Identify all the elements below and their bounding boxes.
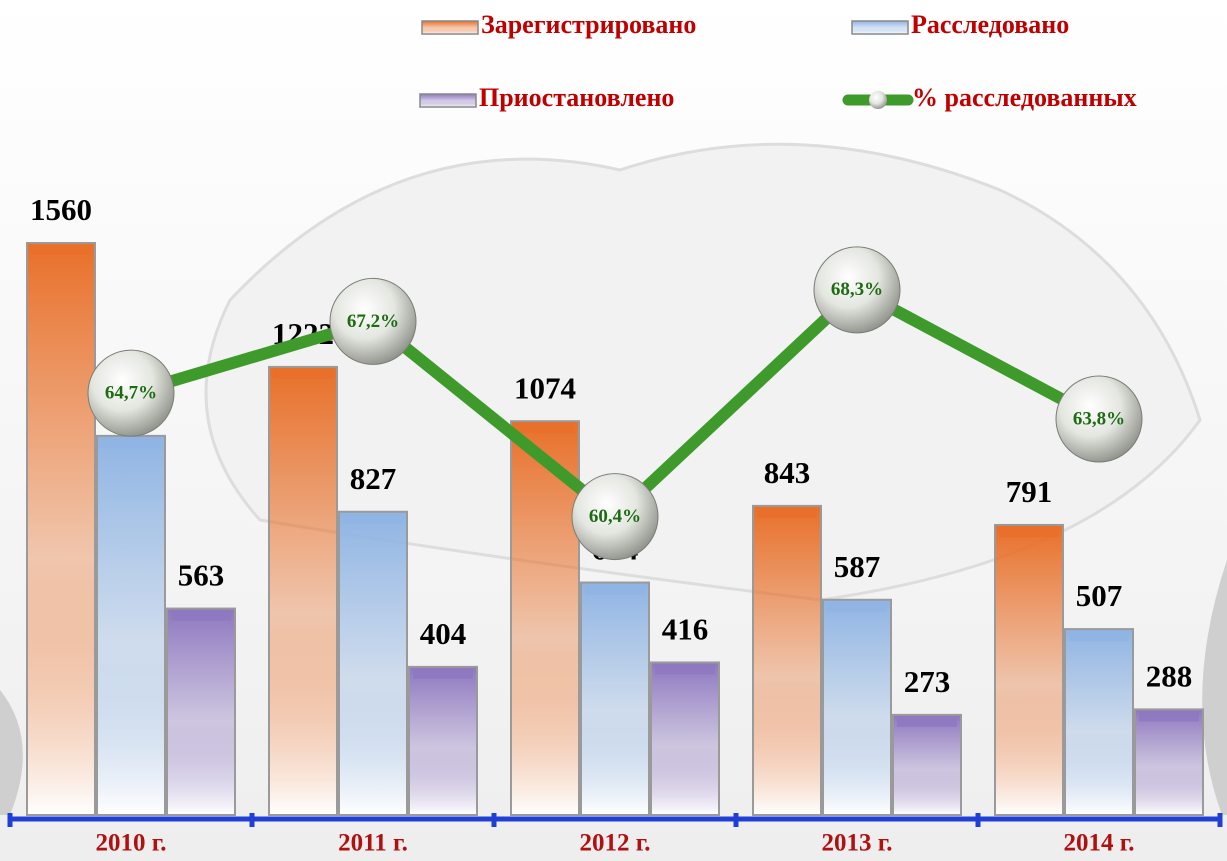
bar-value-label: 563	[178, 558, 225, 593]
legend-label: Приостановлено	[479, 83, 674, 112]
bar-value-label: 1560	[30, 192, 92, 227]
bar-value-label: 288	[1146, 659, 1193, 694]
line-value-label: 64,7%	[105, 383, 157, 404]
bar-value-label: 404	[420, 616, 467, 651]
bar	[408, 665, 478, 816]
bar	[26, 242, 96, 816]
bar	[166, 607, 236, 816]
legend-swatch	[421, 20, 479, 35]
legend-swatch-marker	[869, 91, 887, 109]
x-tick-label: 2011 г.	[338, 830, 408, 857]
x-tick-label: 2014 г.	[1063, 830, 1134, 857]
bar-bevel	[343, 513, 403, 524]
bar-bevel	[757, 507, 817, 518]
legend-label: % расследованных	[912, 83, 1137, 112]
line-value-label: 60,4%	[589, 506, 641, 527]
bar-bevel	[655, 664, 715, 675]
bar	[338, 510, 408, 816]
bar-bevel	[171, 610, 231, 621]
bar-bevel	[515, 423, 575, 434]
bar-value-label: 791	[1006, 474, 1053, 509]
bar	[1064, 628, 1134, 816]
bar-value-label: 843	[764, 455, 811, 490]
bar	[822, 598, 892, 816]
bar-bevel	[827, 601, 887, 612]
bar-bevel	[273, 368, 333, 379]
bar-bevel	[31, 245, 91, 255]
line-marker	[1055, 375, 1143, 463]
bar-bevel	[999, 526, 1059, 537]
line-value-label: 68,3%	[831, 279, 883, 300]
decor-swoosh	[0, 690, 23, 815]
bar	[994, 523, 1064, 816]
bar-bevel	[101, 437, 161, 448]
bar-value-label: 827	[350, 461, 397, 496]
legend-label: Расследовано	[911, 10, 1069, 39]
bar-value-label: 507	[1076, 578, 1123, 613]
legend-swatch	[851, 20, 909, 35]
legend-label: Зарегистрировано	[481, 10, 696, 39]
line-value-label: 63,8%	[1073, 408, 1125, 429]
bar	[1134, 708, 1204, 817]
line-marker	[329, 277, 417, 365]
x-tick-label: 2010 г.	[95, 830, 166, 857]
bar-value-label: 1074	[514, 370, 576, 405]
bar	[96, 434, 166, 816]
bar-bevel	[1139, 711, 1199, 722]
bar-bevel	[413, 668, 473, 679]
bar	[580, 581, 650, 816]
bar-bevel	[897, 716, 957, 727]
bar	[752, 504, 822, 816]
bar-bevel	[1069, 631, 1129, 642]
bar	[650, 661, 720, 817]
bar-value-label: 273	[904, 664, 951, 699]
line-marker	[571, 473, 659, 561]
decor-swoosh	[1202, 560, 1227, 815]
bar-value-label: 587	[834, 549, 881, 584]
legend-swatch	[419, 93, 477, 108]
bar-value-label: 416	[662, 612, 709, 647]
bar	[510, 420, 580, 816]
line-marker	[87, 349, 175, 437]
bar	[268, 365, 338, 816]
line-marker	[813, 246, 901, 334]
x-tick-label: 2012 г.	[579, 830, 650, 857]
bar-bevel	[585, 584, 645, 595]
line-value-label: 67,2%	[347, 311, 399, 332]
x-tick-label: 2013 г.	[821, 830, 892, 857]
bar	[892, 713, 962, 817]
